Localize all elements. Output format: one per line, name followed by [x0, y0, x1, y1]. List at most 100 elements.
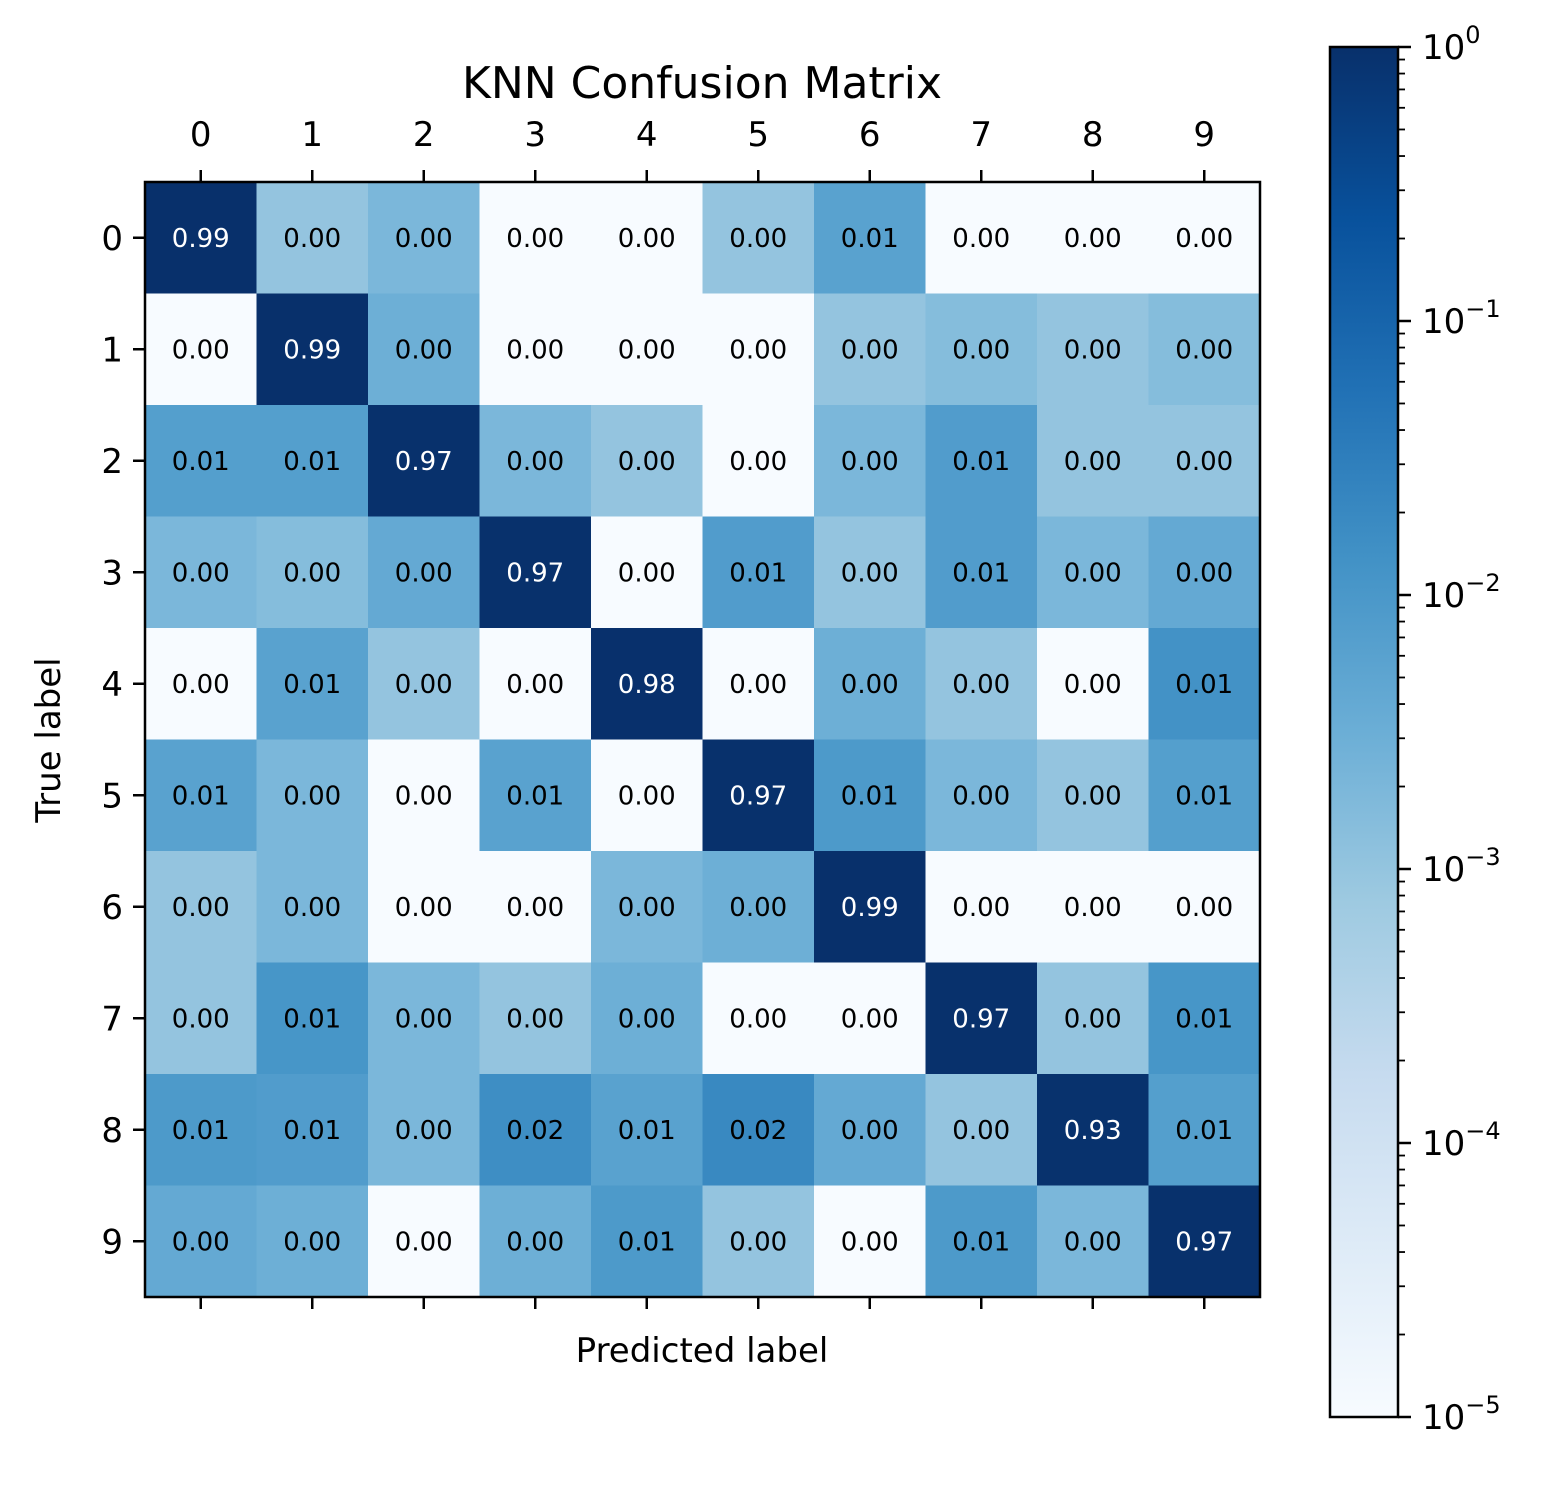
colorbar-tick-exponent: −2	[1465, 569, 1500, 597]
plot-frame	[143, 180, 1262, 1299]
heatmap-cell-7-7	[925, 962, 1038, 1075]
heatmap-cell-8-1	[256, 1074, 369, 1187]
cell-value-label: 0.00	[618, 1004, 676, 1034]
cell-value-label: 0.97	[729, 781, 787, 811]
cell-value-label: 0.00	[395, 335, 453, 365]
heatmap-cell-3-7	[925, 516, 1038, 629]
heatmap-cell-4-7	[925, 628, 1038, 741]
heatmap-cell-6-0	[145, 851, 258, 964]
cell-value-label: 0.00	[172, 670, 230, 700]
y-axis-ticks: 0 1 2 3 4 5 6 7 8 9	[101, 219, 145, 1262]
cell-value-label: 0.00	[1064, 781, 1122, 811]
heatmap-cell-1-2	[368, 293, 481, 406]
cell-value-label: 0.00	[506, 224, 564, 254]
heatmap-cell-2-7	[925, 405, 1038, 518]
cell-value-label: 0.01	[1175, 1004, 1233, 1034]
heatmap-cell-4-8	[1037, 628, 1150, 741]
cell-value-label: 0.02	[729, 1116, 787, 1146]
cell-value-label: 0.00	[618, 224, 676, 254]
cell-value-label: 0.01	[618, 1227, 676, 1257]
heatmap-cell-6-7	[925, 851, 1038, 964]
heatmap-cell-9-9	[1148, 1185, 1261, 1298]
colorbar-tick-base: 10	[1422, 850, 1465, 890]
heatmap-cell-1-6	[814, 293, 927, 406]
heatmap-cell-6-9	[1148, 851, 1261, 964]
cell-value-label: 0.00	[618, 781, 676, 811]
cell-value-label: 0.97	[395, 447, 453, 477]
heatmap-cell-5-9	[1148, 739, 1261, 852]
cell-value-label: 0.00	[729, 1004, 787, 1034]
heatmap-cell-1-7	[925, 293, 1038, 406]
cell-value-label: 0.01	[952, 558, 1010, 588]
colorbar-tick-exponent: −5	[1465, 1391, 1500, 1419]
heatmap-cell-7-6	[814, 962, 927, 1075]
heatmap-cell-0-2	[368, 182, 481, 295]
cell-value-label: 0.00	[283, 893, 341, 923]
cell-value-label: 0.00	[1064, 670, 1122, 700]
y-tick-label: 0	[101, 219, 123, 259]
colorbar-tick-label: 10−4	[1422, 1117, 1501, 1164]
heatmap-cell-9-5	[702, 1185, 815, 1298]
x-tick-label: 3	[524, 115, 546, 155]
cell-value-label: 0.00	[1064, 1227, 1122, 1257]
heatmap-cell-9-2	[368, 1185, 481, 1298]
x-tick-label: 0	[190, 115, 212, 155]
heatmap-cell-5-7	[925, 739, 1038, 852]
heatmap-cell-9-1	[256, 1185, 369, 1298]
cell-value-label: 0.00	[283, 224, 341, 254]
heatmap-cell-3-8	[1037, 516, 1150, 629]
x-axis-label: Predicted label	[576, 1331, 829, 1371]
cell-value-label: 0.00	[952, 893, 1010, 923]
cell-value-label: 0.00	[841, 1227, 899, 1257]
cell-value-label: 0.00	[506, 447, 564, 477]
colorbar-tick-exponent: 0	[1465, 21, 1480, 49]
heatmap-cell-3-4	[591, 516, 704, 629]
cell-value-label: 0.01	[172, 781, 230, 811]
heatmap-cell-6-1	[256, 851, 369, 964]
colorbar-tick-exponent: −4	[1465, 1117, 1500, 1145]
heatmap-cell-5-1	[256, 739, 369, 852]
heatmap-cell-5-3	[479, 739, 592, 852]
cell-value-label: 0.00	[841, 1004, 899, 1034]
heatmap-cell-0-7	[925, 182, 1038, 295]
heatmap-cell-4-0	[145, 628, 258, 741]
cell-value-label: 0.99	[172, 224, 230, 254]
x-tick-label: 9	[1193, 115, 1215, 155]
heatmap-cell-3-2	[368, 516, 481, 629]
x-tick-label: 6	[859, 115, 881, 155]
colorbar-tick-base: 10	[1422, 28, 1465, 68]
heatmap-cell-3-3	[479, 516, 592, 629]
cell-value-label: 0.00	[395, 1116, 453, 1146]
heatmap-cell-6-4	[591, 851, 704, 964]
colorbar-minor-ticks	[1398, 58, 1405, 1336]
cell-value-label: 0.01	[1175, 670, 1233, 700]
cell-value-label: 0.98	[618, 670, 676, 700]
cell-value-label: 0.00	[395, 224, 453, 254]
heatmap-cell-9-3	[479, 1185, 592, 1298]
cell-value-label: 0.00	[1064, 558, 1122, 588]
cell-value-label: 0.01	[283, 670, 341, 700]
cell-value-label: 0.00	[618, 893, 676, 923]
cell-value-label: 0.00	[172, 558, 230, 588]
heatmap-cell-3-5	[702, 516, 815, 629]
cell-value-label: 0.01	[172, 1116, 230, 1146]
heatmap-cell-4-4	[591, 628, 704, 741]
heatmap-cell-0-5	[702, 182, 815, 295]
cell-value-label: 0.00	[841, 1116, 899, 1146]
cell-value-label: 0.00	[1175, 893, 1233, 923]
cell-value-label: 0.00	[506, 1227, 564, 1257]
chart-title: KNN Confusion Matrix	[462, 58, 942, 109]
cell-value-label: 0.00	[618, 558, 676, 588]
cell-value-label: 0.00	[729, 335, 787, 365]
cell-value-label: 0.00	[1064, 224, 1122, 254]
colorbar-gradient	[1328, 45, 1400, 1419]
cell-value-label: 0.00	[1064, 893, 1122, 923]
cell-value-label: 0.00	[506, 670, 564, 700]
heatmap-cell-2-1	[256, 405, 369, 518]
heatmap-cell-1-8	[1037, 293, 1150, 406]
cell-value-label: 0.00	[172, 335, 230, 365]
heatmap-cell-2-3	[479, 405, 592, 518]
cell-value-label: 0.00	[729, 224, 787, 254]
